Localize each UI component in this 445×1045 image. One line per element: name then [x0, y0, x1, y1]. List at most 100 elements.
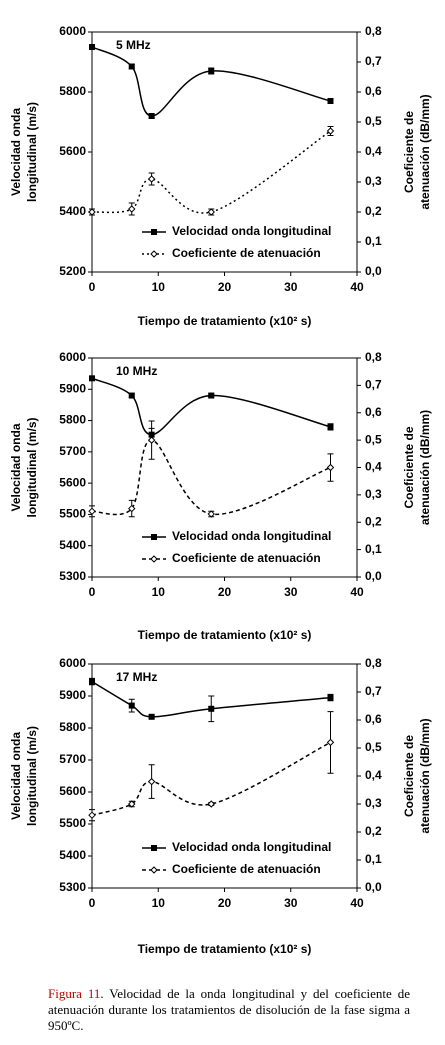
marker	[88, 208, 96, 216]
y2-axis-label: atenuación (dB/mm)	[418, 718, 432, 833]
y2-tick-label: 0,0	[365, 264, 382, 278]
y-tick-label: 5700	[59, 752, 86, 766]
y2-tick-label: 0,1	[365, 852, 382, 866]
x-tick-label: 10	[152, 585, 166, 599]
y2-tick-label: 0,8	[365, 24, 382, 38]
y2-tick-label: 0,3	[365, 487, 382, 501]
y-axis-label: longitudinal (m/s)	[25, 726, 39, 826]
x-tick-label: 0	[89, 280, 96, 294]
y-axis-label: Velocidad onda	[9, 732, 23, 820]
y2-tick-label: 0,2	[365, 824, 382, 838]
marker	[88, 811, 96, 819]
legend-marker	[150, 555, 158, 563]
marker	[327, 694, 334, 701]
y-tick-label: 5800	[59, 413, 86, 427]
legend-label: Velocidad onda longitudinal	[172, 840, 331, 854]
marker	[207, 510, 215, 518]
marker	[326, 463, 335, 472]
marker	[89, 44, 95, 50]
legend-marker	[150, 866, 158, 874]
caption-text: . Velocidad de la onda longitudinal y de…	[48, 986, 410, 1033]
plot-frame	[91, 663, 358, 889]
series-line	[91, 377, 331, 436]
x-tick-label: 40	[350, 280, 364, 294]
y-tick-label: 5600	[59, 784, 86, 798]
x-tick-label: 40	[350, 585, 364, 599]
y-tick-label: 5300	[59, 569, 86, 583]
legend-label: Coeficiente de atenuación	[172, 246, 321, 260]
y2-tick-label: 0,4	[365, 144, 382, 158]
figure: 5200 5400 5600 5800 6000 0,0 0,1 0,2 0,3 0,4 0,5 0,…	[9, 24, 432, 956]
marker	[208, 705, 215, 712]
series-line	[91, 439, 331, 516]
x-tick-label: 10	[152, 896, 166, 910]
y-tick-label: 5600	[59, 144, 86, 158]
y2-tick-label: 0,0	[365, 880, 382, 894]
marker	[148, 713, 155, 720]
x-tick-label: 30	[284, 896, 298, 910]
marker	[147, 436, 156, 444]
y-axis-label: Velocidad onda	[9, 423, 23, 511]
legend-marker	[151, 534, 157, 540]
y-axis-label: longitudinal (m/s)	[25, 102, 39, 202]
y-tick-label: 5800	[59, 720, 86, 734]
legend-label: Velocidad onda longitudinal	[172, 224, 331, 238]
y-tick-label: 5400	[59, 204, 86, 218]
y2-axis-label: Coeficiente de	[402, 426, 416, 508]
marker	[128, 392, 135, 399]
y-tick-label: 5200	[59, 264, 86, 278]
marker	[326, 127, 335, 135]
legend-marker	[150, 250, 158, 258]
x-tick-label: 20	[218, 280, 232, 294]
y2-tick-label: 0,4	[365, 768, 382, 782]
marker	[89, 375, 95, 382]
y2-axis-label: atenuación (dB/mm)	[418, 410, 432, 525]
y2-tick-label: 0,0	[365, 569, 382, 583]
x-tick-label: 30	[284, 585, 298, 599]
y2-tick-label: 0,5	[365, 114, 382, 128]
y-tick-label: 5800	[59, 84, 86, 98]
y-tick-label: 5900	[59, 688, 86, 702]
y2-tick-label: 0,7	[365, 378, 382, 392]
y-axis-label: Velocidad onda	[9, 108, 23, 196]
marker	[207, 800, 215, 808]
series-line	[91, 46, 331, 117]
y-tick-label: 5300	[59, 880, 86, 894]
marker	[128, 63, 135, 70]
y2-tick-label: 0,3	[365, 796, 382, 810]
x-tick-label: 20	[218, 896, 232, 910]
x-tick-label: 20	[218, 585, 232, 599]
x-axis-label: Tiempo de tratamiento (x10² s)	[138, 628, 312, 642]
marker	[128, 800, 136, 808]
y2-axis-label: atenuación (dB/mm)	[418, 94, 432, 209]
marker	[327, 423, 334, 430]
marker	[128, 702, 135, 709]
y-tick-label: 5600	[59, 475, 86, 489]
y2-tick-label: 0,6	[365, 712, 382, 726]
y-tick-label: 6000	[59, 656, 86, 670]
x-tick-label: 0	[89, 896, 96, 910]
marker	[128, 504, 136, 513]
y2-tick-label: 0,4	[365, 460, 382, 474]
marker	[208, 392, 215, 399]
series-line	[91, 741, 331, 816]
y-axis-label: longitudinal (m/s)	[25, 418, 39, 518]
plot-frame	[91, 357, 358, 578]
x-tick-label: 30	[284, 280, 298, 294]
y2-tick-label: 0,5	[365, 432, 382, 446]
legend-marker	[151, 845, 157, 851]
chart-panel: 5300 5400 5500 5600 5700 5800 5900 6000 0,0 0,1 0,…	[9, 350, 432, 642]
y2-tick-label: 0,8	[365, 656, 382, 670]
marker	[147, 175, 156, 183]
legend-marker	[151, 229, 157, 235]
marker	[326, 738, 335, 747]
y2-tick-label: 0,1	[365, 234, 382, 248]
y2-tick-label: 0,6	[365, 405, 382, 419]
y2-axis-label: Coeficiente de	[402, 735, 416, 817]
caption-label: Figura 11	[48, 986, 101, 1001]
y2-tick-label: 0,7	[365, 684, 382, 698]
y-tick-label: 5400	[59, 848, 86, 862]
legend-label: Coeficiente de atenuación	[172, 551, 321, 565]
y2-tick-label: 0,7	[365, 54, 382, 68]
